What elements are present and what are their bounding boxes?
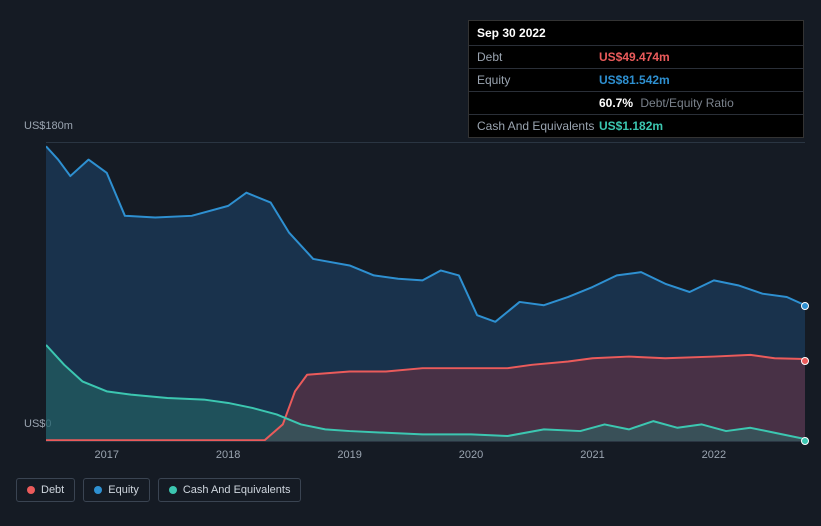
legend-item-equity[interactable]: Equity (83, 478, 150, 502)
tooltip-label-equity: Equity (477, 73, 599, 87)
legend-item-cash[interactable]: Cash And Equivalents (158, 478, 302, 502)
tooltip-row-debt: Debt US$49.474m (469, 46, 803, 69)
tooltip-row-ratio: 60.7% Debt/Equity Ratio (469, 92, 803, 115)
x-tick-2020: 2020 (459, 449, 483, 461)
x-tick-2021: 2021 (580, 449, 604, 461)
equity-end-marker (801, 302, 809, 310)
tooltip-label-debt: Debt (477, 50, 599, 64)
plot-area[interactable] (46, 142, 805, 442)
x-axis: 2017 2018 2019 2020 2021 2022 (46, 445, 805, 465)
legend-label-cash: Cash And Equivalents (183, 484, 291, 496)
debt-legend-dot-icon (27, 486, 35, 494)
legend: Debt Equity Cash And Equivalents (16, 478, 301, 502)
x-tick-2022: 2022 (702, 449, 726, 461)
tooltip-label-ratio (477, 96, 599, 110)
tooltip-ratio-pct: 60.7% (599, 96, 633, 110)
x-tick-2018: 2018 (216, 449, 240, 461)
equity-legend-dot-icon (94, 486, 102, 494)
legend-label-equity: Equity (108, 484, 139, 496)
tooltip-value-equity: US$81.542m (599, 73, 670, 87)
x-tick-2019: 2019 (337, 449, 361, 461)
tooltip-ratio-label: Debt/Equity Ratio (640, 96, 733, 110)
cash-end-marker (801, 437, 809, 445)
debt-end-marker (801, 357, 809, 365)
chart-container: US$180m US$0 201720182019202020212022 De… (16, 120, 805, 510)
legend-label-debt: Debt (41, 484, 64, 496)
y-axis-max-label: US$180m (24, 120, 73, 132)
x-tick-2017: 2017 (94, 449, 118, 461)
tooltip-value-cash: US$1.182m (599, 119, 663, 133)
tooltip-date: Sep 30 2022 (469, 21, 803, 46)
tooltip-row-cash: Cash And Equivalents US$1.182m (469, 115, 803, 137)
tooltip-value-debt: US$49.474m (599, 50, 670, 64)
tooltip-row-equity: Equity US$81.542m (469, 69, 803, 92)
tooltip-label-cash: Cash And Equivalents (477, 119, 599, 133)
legend-item-debt[interactable]: Debt (16, 478, 75, 502)
data-tooltip: Sep 30 2022 Debt US$49.474m Equity US$81… (468, 20, 804, 138)
cash-legend-dot-icon (169, 486, 177, 494)
